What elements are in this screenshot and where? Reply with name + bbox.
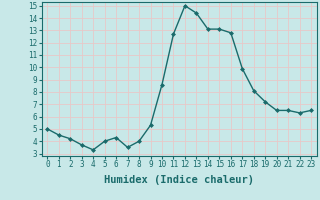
X-axis label: Humidex (Indice chaleur): Humidex (Indice chaleur) [104,175,254,185]
